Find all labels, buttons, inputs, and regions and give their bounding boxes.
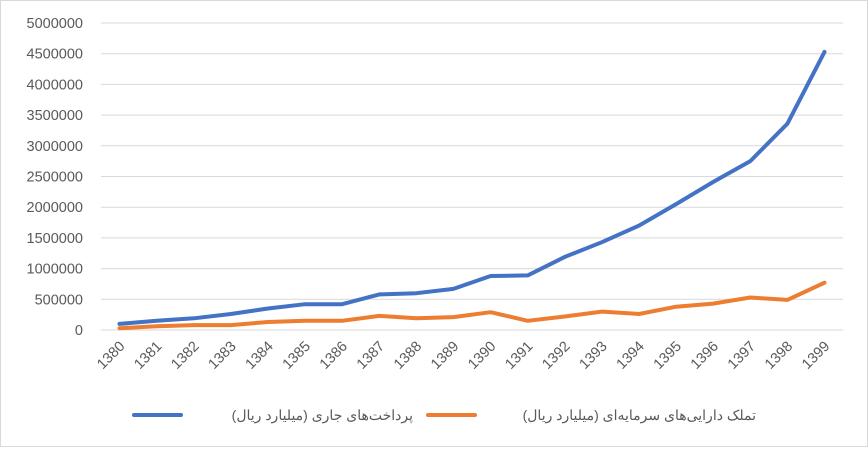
x-tick-label: 1397 — [725, 339, 759, 373]
y-tick-label: 2500000 — [27, 170, 83, 186]
y-tick-label: 0 — [75, 323, 83, 339]
legend-label: تملک دارایی‌های سرمایه‌ای (میلیارد ریال) — [523, 407, 756, 424]
x-tick-label: 1399 — [799, 339, 833, 373]
y-tick-label: 4500000 — [27, 47, 83, 63]
y-tick-label: 1000000 — [27, 262, 83, 278]
x-tick-label: 1394 — [614, 339, 648, 373]
y-tick-label: 3500000 — [27, 108, 83, 124]
x-tick-label: 1386 — [317, 339, 351, 373]
x-tick-label: 1396 — [688, 339, 722, 373]
x-tick-label: 1384 — [243, 339, 277, 373]
legend-label: پرداخت‌های جاری (میلیارد ریال) — [232, 407, 413, 424]
x-tick-label: 1385 — [280, 339, 314, 373]
x-tick-label: 1391 — [502, 339, 536, 373]
x-tick-label: 1387 — [354, 339, 388, 373]
x-tick-label: 1383 — [206, 339, 240, 373]
x-tick-label: 1392 — [539, 339, 573, 373]
x-tick-label: 1381 — [131, 339, 165, 373]
x-tick-label: 1388 — [391, 339, 425, 373]
y-tick-label: 5000000 — [27, 16, 83, 32]
legend-item: پرداخت‌های جاری (میلیارد ریال) — [134, 407, 413, 424]
x-tick-label: 1390 — [465, 339, 499, 373]
y-tick-label: 500000 — [35, 292, 83, 308]
series-line-0 — [120, 52, 825, 324]
y-tick-label: 3000000 — [27, 139, 83, 155]
series-line-1 — [120, 283, 825, 329]
y-tick-label: 2000000 — [27, 200, 83, 216]
y-tick-label: 1500000 — [27, 231, 83, 247]
x-tick-label: 1382 — [168, 339, 202, 373]
x-tick-label: 1393 — [577, 339, 611, 373]
x-tick-label: 1398 — [762, 339, 796, 373]
x-tick-label: 1395 — [651, 339, 685, 373]
x-tick-label: 1380 — [94, 339, 128, 373]
legend-item: تملک دارایی‌های سرمایه‌ای (میلیارد ریال) — [428, 407, 756, 424]
x-tick-label: 1389 — [428, 339, 462, 373]
y-tick-label: 4000000 — [27, 77, 83, 93]
